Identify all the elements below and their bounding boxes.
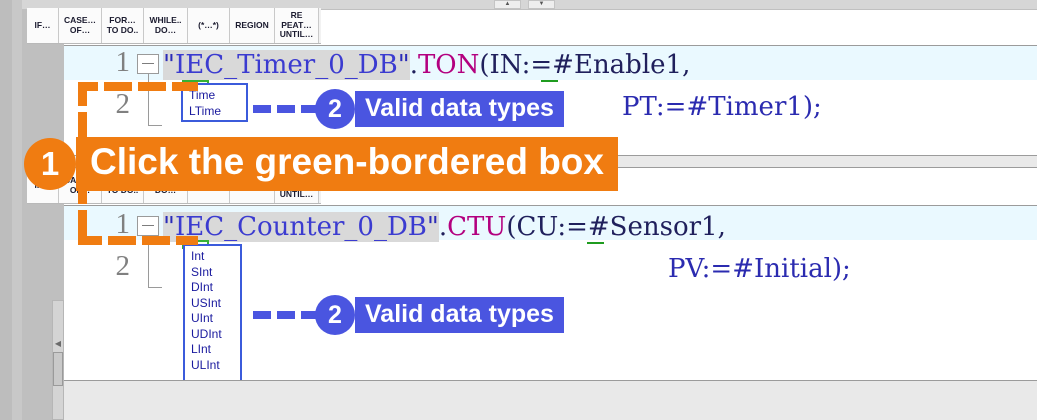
error-underline-2	[587, 242, 604, 244]
toolbar-button-while-do[interactable]: WHILE.. DO…	[144, 8, 188, 43]
toolbar-button-for-to-do[interactable]: FOR… TO DO..	[102, 8, 144, 43]
annotation-dash-b6	[301, 311, 319, 319]
scroll-up-button[interactable]: ▲	[494, 0, 521, 9]
callout-label-2b: Valid data types	[355, 297, 564, 333]
data-type-item-lint[interactable]: LInt	[191, 342, 212, 356]
callout-badge-1: 1	[24, 138, 76, 190]
code-line-1-1[interactable]: "IEC_Timer_0_DB".TON(IN:=#Enable1,	[163, 50, 690, 80]
annotation-dash-o2	[104, 82, 132, 91]
scroll-left-arrow-icon[interactable]: ◀	[54, 339, 62, 348]
collapse-toggle-1[interactable]	[137, 54, 159, 74]
code-block-bracket-2	[148, 236, 162, 288]
code-block-bracket-1	[148, 74, 162, 126]
annotation-dash-b1	[253, 105, 271, 113]
toolbar-label-while-do: WHILE.. DO…	[149, 15, 182, 35]
code-quote-open-1: "	[163, 50, 175, 80]
annotation-dash-b2	[277, 105, 295, 113]
annotation-dash-o11	[108, 236, 136, 245]
line-number-2-1: 1	[115, 208, 131, 240]
annotation-dash-o13	[176, 236, 198, 245]
callout-badge-2a: 2	[315, 89, 355, 129]
editor-pane-2-footer	[64, 380, 1037, 420]
error-underline-1	[541, 80, 558, 82]
annotation-dash-b3	[301, 105, 319, 113]
toolbar-label-if: IF…	[34, 19, 51, 30]
code-quote-open-2: "	[163, 212, 175, 242]
code-quote-close-1: "	[397, 50, 410, 80]
code-args-2: (CU:=#Sensor1,	[506, 212, 726, 242]
data-type-item-ulint[interactable]: ULInt	[191, 357, 220, 372]
data-type-item-sint[interactable]: SInt	[191, 264, 213, 279]
toolbar-button-region[interactable]: REGION	[230, 8, 275, 43]
scroll-down-button[interactable]: ▼	[528, 0, 555, 9]
data-type-item-udint[interactable]: UDInt	[191, 326, 222, 341]
code-method-2: CTU	[447, 212, 507, 242]
code-dot-2: .	[438, 212, 448, 242]
line-number-1-2: 2	[115, 88, 131, 120]
annotation-dash-b5	[277, 311, 295, 319]
toolbar-button-case-of[interactable]: CASE… OF…	[59, 8, 102, 43]
toolbar-label-comment: (*…*)	[198, 19, 219, 30]
left-rail-inner	[0, 0, 12, 420]
toolbar-label-for-to-do: FOR… TO DO..	[106, 15, 139, 35]
data-type-item-dint[interactable]: DInt	[191, 280, 214, 294]
toolbar-label-region: REGION	[235, 19, 269, 30]
callout-step-2b: 2 Valid data types	[315, 295, 564, 335]
toolbar-label-repeat-until: RE PEAT… UNTIL…	[279, 10, 314, 40]
callout-step-1: 1 Click the green-bordered box	[24, 137, 618, 191]
code-quote-close-2: "	[426, 212, 439, 242]
callout-step-2a: 2 Valid data types	[315, 89, 564, 129]
data-type-item-ltime[interactable]: LTime	[189, 103, 222, 118]
data-type-popup-1[interactable]: Time LTime	[181, 83, 248, 122]
annotation-dash-o3	[138, 82, 166, 91]
toolbar-button-repeat-until[interactable]: RE PEAT… UNTIL…	[275, 8, 319, 43]
data-type-item-usint[interactable]: USInt	[191, 295, 222, 310]
callout-badge-2b: 2	[315, 295, 355, 335]
annotation-dash-o9	[78, 210, 87, 236]
code-args-1: (IN:=#Enable1,	[479, 50, 691, 80]
annotation-dash-o8	[78, 178, 87, 204]
line-number-1-1: 1	[115, 46, 131, 78]
top-strip: ▲ ▼	[22, 0, 1037, 10]
code-db-name-1: IEC_Timer_0_DB	[174, 50, 398, 80]
vertical-scrollbar-thumb[interactable]	[53, 352, 63, 386]
annotation-dash-b4	[253, 311, 271, 319]
code-line-2-1[interactable]: "IEC_Counter_0_DB".CTU(CU:=#Sensor1,	[163, 212, 726, 242]
annotation-dash-o4	[172, 82, 198, 91]
annotation-dash-o12	[142, 236, 170, 245]
toolbar-label-case-of: CASE… OF…	[63, 15, 97, 35]
collapse-toggle-2[interactable]	[137, 216, 159, 236]
code-dot-1: .	[409, 50, 418, 80]
data-type-item-int[interactable]: Int	[191, 249, 205, 263]
data-type-item-time[interactable]: Time	[189, 88, 216, 102]
instruction-toolbar-1: IF… CASE… OF… FOR… TO DO.. WHILE.. DO… (*…*…	[27, 8, 321, 44]
data-type-item-uint[interactable]: UInt	[191, 311, 214, 325]
toolbar-button-comment[interactable]: (*…*)	[188, 8, 230, 43]
left-rail: SNI	[0, 0, 22, 420]
callout-label-1: Click the green-bordered box	[76, 137, 618, 191]
code-db-name-2: IEC_Counter_0_DB	[174, 212, 427, 242]
annotation-dash-o5	[78, 82, 87, 106]
line-number-2-2: 2	[115, 250, 131, 282]
annotation-dash-o1	[78, 82, 98, 91]
code-line-1-2[interactable]: PT:=#Timer1);	[622, 92, 822, 122]
code-method-1: TON	[417, 50, 480, 80]
callout-label-2a: Valid data types	[355, 91, 564, 127]
code-line-2-2[interactable]: PV:=#Initial);	[668, 254, 851, 284]
toolbar-button-if[interactable]: IF…	[27, 8, 59, 43]
data-type-popup-2[interactable]: Int SInt DInt USInt UInt UDInt LInt ULIn…	[183, 244, 242, 387]
annotation-dash-o6	[78, 112, 87, 140]
annotation-dash-o10	[78, 236, 102, 245]
